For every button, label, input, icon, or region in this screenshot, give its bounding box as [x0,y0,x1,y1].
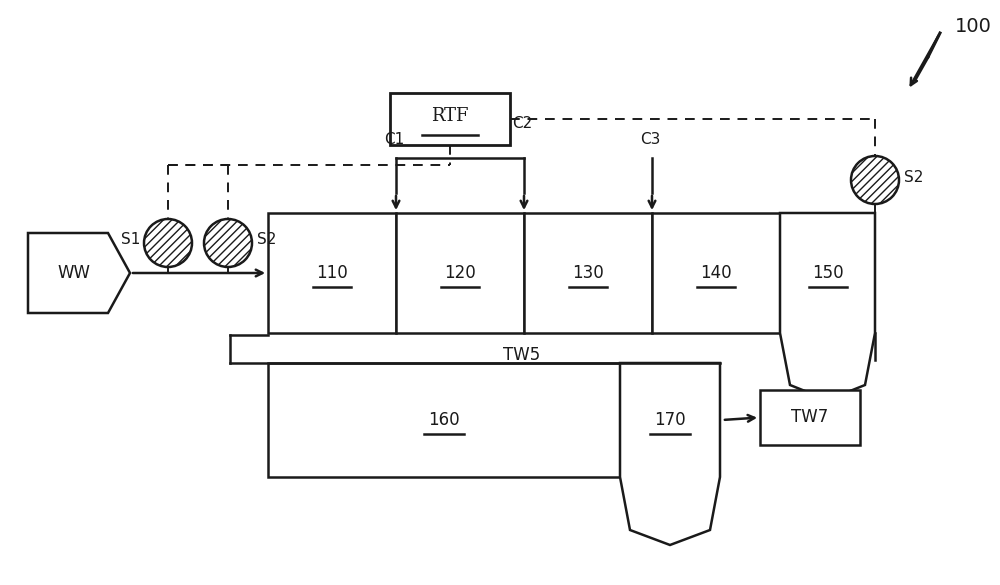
Text: TW7: TW7 [791,408,829,426]
Polygon shape [28,233,130,313]
Circle shape [204,219,252,267]
Text: 100: 100 [955,18,992,36]
Bar [268,363,620,477]
Text: TW5: TW5 [503,346,540,364]
Text: 140: 140 [700,264,732,282]
Bar [268,213,396,333]
Text: 150: 150 [812,264,843,282]
Text: 170: 170 [654,411,686,429]
Bar [524,213,652,333]
Bar [390,93,510,145]
Text: C1: C1 [384,132,404,147]
Text: 120: 120 [444,264,476,282]
Text: 160: 160 [428,411,460,429]
Text: S2: S2 [257,232,276,247]
Polygon shape [620,363,720,545]
Bar [652,213,780,333]
Text: WW: WW [58,264,90,282]
Circle shape [851,156,899,204]
Text: C2: C2 [512,115,532,130]
Text: S1: S1 [121,232,140,247]
Text: S2: S2 [904,170,923,184]
Polygon shape [780,213,875,400]
Text: 110: 110 [316,264,348,282]
Text: 130: 130 [572,264,604,282]
Circle shape [144,219,192,267]
Text: C3: C3 [640,132,660,147]
Bar [760,390,860,445]
Text: RTF: RTF [431,107,469,125]
Bar [396,213,524,333]
